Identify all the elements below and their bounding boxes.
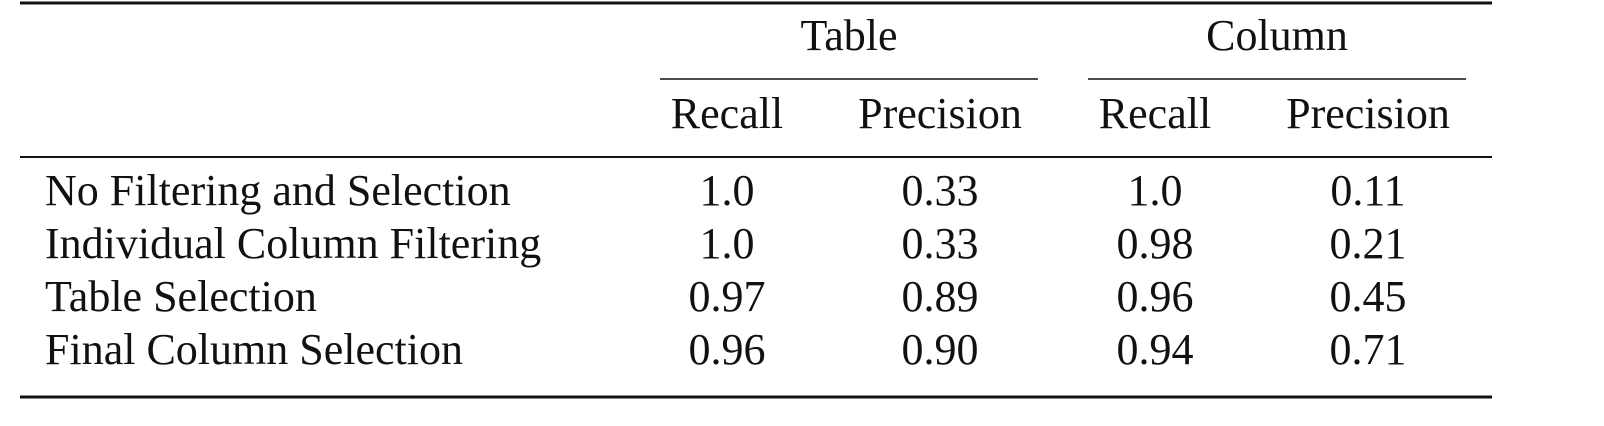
cell: 1.0: [700, 166, 755, 215]
cell: 0.71: [1330, 325, 1407, 374]
cell: 0.90: [902, 325, 979, 374]
column-header: Recall: [1099, 89, 1211, 138]
cell: 1.0: [700, 219, 755, 268]
cell: 0.97: [689, 272, 766, 321]
row-label: Individual Column Filtering: [45, 219, 541, 268]
cell: 0.21: [1330, 219, 1407, 268]
cell: 0.96: [689, 325, 766, 374]
cell: 0.33: [902, 219, 979, 268]
cell: 0.11: [1330, 166, 1405, 215]
column-header: Recall: [671, 89, 783, 138]
cell: 0.94: [1117, 325, 1194, 374]
cell: 1.0: [1128, 166, 1183, 215]
row-label: Final Column Selection: [45, 325, 463, 374]
column-header: Precision: [1286, 89, 1450, 138]
row-label: No Filtering and Selection: [45, 166, 511, 215]
cell: 0.96: [1117, 272, 1194, 321]
cell: 0.33: [902, 166, 979, 215]
cell: 0.45: [1330, 272, 1407, 321]
cell: 0.98: [1117, 219, 1194, 268]
group-header: Table: [800, 11, 897, 60]
cell: 0.89: [902, 272, 979, 321]
row-label: Table Selection: [45, 272, 317, 321]
group-header: Column: [1206, 11, 1348, 60]
column-header: Precision: [858, 89, 1022, 138]
